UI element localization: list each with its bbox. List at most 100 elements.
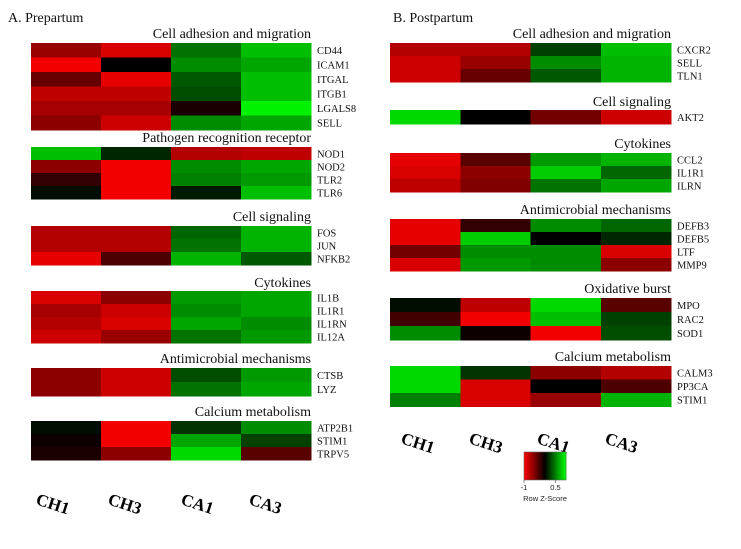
panel-title: A. Prepartum — [8, 11, 84, 26]
section-title: Cell signaling — [593, 95, 671, 110]
color-key-swatch — [556, 452, 558, 480]
heatmap-cell — [31, 72, 102, 88]
gene-label: SELL — [677, 58, 702, 69]
color-key-swatch — [535, 452, 537, 480]
color-key-swatch — [539, 452, 541, 480]
heatmap-cell — [241, 421, 312, 435]
heatmap-cell — [390, 379, 461, 394]
gene-label: TRPV5 — [317, 449, 349, 460]
heatmap-cell — [31, 43, 102, 59]
heatmap-cell — [390, 69, 461, 83]
heatmap-cell — [171, 252, 242, 266]
gene-label: CCL2 — [677, 155, 703, 166]
gene-label: NFKB2 — [317, 254, 350, 265]
gene-label: SOD1 — [677, 329, 703, 340]
section-title: Pathogen recognition receptor — [142, 131, 311, 146]
heatmap-cell — [31, 160, 102, 174]
heatmap-cell — [171, 239, 242, 253]
heatmap-cell — [241, 186, 312, 200]
heatmap-cell — [31, 382, 102, 397]
heatmap-cell — [171, 72, 242, 88]
section-title: Cell adhesion and migration — [153, 27, 311, 42]
color-key-swatch — [524, 452, 526, 480]
heatmap-cell — [530, 219, 602, 233]
gene-label: TLR2 — [317, 175, 342, 186]
color-key-swatch — [526, 452, 528, 480]
heatmap-cell — [101, 330, 172, 344]
heatmap-cell — [460, 219, 532, 233]
heatmap-cell — [390, 326, 461, 341]
heatmap-cell — [460, 43, 532, 57]
color-key-swatch — [560, 452, 562, 480]
column-label: CH1 — [399, 429, 437, 458]
section-title: Cytokines — [254, 276, 311, 291]
heatmap-cell — [390, 312, 461, 327]
heatmap-cell — [460, 179, 532, 193]
color-key-swatch — [562, 452, 564, 480]
heatmap-cell — [171, 43, 242, 59]
heatmap-cell — [171, 330, 242, 344]
color-key-swatch — [538, 452, 540, 480]
color-key-swatch — [537, 452, 539, 480]
color-key-swatch — [529, 452, 531, 480]
heatmap-cell — [241, 173, 312, 187]
color-key-swatch — [559, 452, 561, 480]
color-key-swatch — [532, 452, 534, 480]
gene-label: IL1R1 — [317, 306, 344, 317]
heatmap-cell — [600, 326, 672, 341]
heatmap-cell — [241, 115, 312, 131]
heatmap-cell — [101, 226, 172, 240]
gene-label: STIM1 — [317, 436, 347, 447]
heatmap-cell — [31, 304, 102, 318]
heatmap-cell — [600, 312, 672, 327]
color-key-swatch — [555, 452, 557, 480]
heatmap-cell — [530, 393, 602, 408]
heatmap-cell — [530, 232, 602, 246]
section-title: Calcium metabolism — [555, 350, 671, 365]
heatmap-cell — [101, 43, 172, 59]
heatmap-cell — [31, 57, 102, 73]
gene-label: IL1R1 — [677, 168, 704, 179]
heatmap-cell — [390, 43, 461, 57]
heatmap-cell — [241, 239, 312, 253]
heatmap-cell — [241, 317, 312, 331]
heatmap-cell — [241, 160, 312, 174]
gene-label: ITGB1 — [317, 90, 347, 101]
column-label: CH3 — [467, 429, 505, 458]
gene-label: CXCR2 — [677, 45, 711, 56]
color-key-swatch — [549, 452, 551, 480]
gene-label: IL1B — [317, 293, 339, 304]
heatmap-cell — [31, 226, 102, 240]
gene-label: NOD2 — [317, 162, 345, 173]
heatmap-cell — [241, 434, 312, 448]
heatmap-cell — [460, 245, 532, 259]
heatmap-cell — [31, 101, 102, 117]
heatmap-cell — [530, 69, 602, 83]
color-key-swatch — [533, 452, 535, 480]
heatmap-cell — [460, 232, 532, 246]
gene-label: STIM1 — [677, 396, 707, 407]
heatmap-cell — [171, 304, 242, 318]
heatmap-cell — [530, 179, 602, 193]
column-label: CA1 — [179, 490, 216, 518]
gene-label: NOD1 — [317, 149, 345, 160]
heatmap-cell — [600, 219, 672, 233]
gene-label: IL1RN — [317, 319, 347, 330]
heatmap-cell — [31, 252, 102, 266]
color-key-swatch — [545, 452, 547, 480]
gene-label: LGALS8 — [317, 104, 356, 115]
heatmap-cell — [600, 110, 672, 125]
heatmap-cell — [460, 258, 532, 272]
heatmap-cell — [390, 245, 461, 259]
heatmap-cell — [241, 304, 312, 318]
heatmap-cell — [460, 110, 532, 125]
heatmap-cell — [390, 166, 461, 180]
gene-label: LTF — [677, 247, 695, 258]
color-key-swatch — [540, 452, 542, 480]
heatmap-cell — [31, 239, 102, 253]
heatmap-cell — [31, 115, 102, 131]
heatmap-cell — [390, 232, 461, 246]
heatmap-cell — [171, 421, 242, 435]
color-key-swatch — [536, 452, 538, 480]
